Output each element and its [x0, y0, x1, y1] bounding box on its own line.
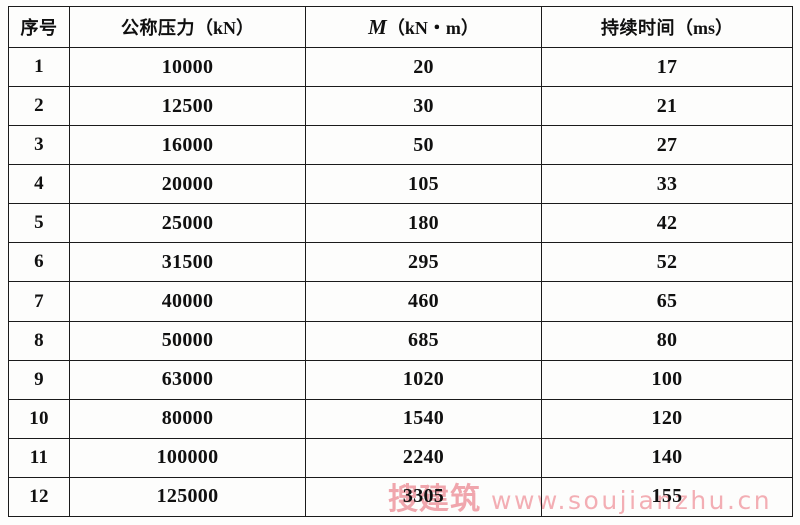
- cell-duration: 65: [541, 281, 793, 322]
- cell-sequence-number: 12: [8, 476, 70, 518]
- cell-nominal-force: 10000: [69, 46, 306, 88]
- cell-moment: 180: [305, 203, 542, 244]
- table-row: 10 80000 1540 120: [8, 398, 793, 439]
- cell-moment: 685: [305, 320, 542, 361]
- cell-moment: 20: [305, 46, 542, 88]
- header-row: 序号 公称压力（kN） M（kN・m） 持续时间（ms）: [8, 6, 793, 48]
- table-row: 3 16000 50 27: [8, 125, 793, 166]
- cell-duration: 155: [541, 476, 793, 518]
- cell-duration: 33: [541, 164, 793, 205]
- cell-nominal-force: 31500: [69, 242, 306, 283]
- column-header-moment-unit: （kN・m）: [386, 18, 479, 38]
- cell-nominal-force: 40000: [69, 281, 306, 322]
- cell-duration: 17: [541, 46, 793, 88]
- cell-sequence-number: 11: [8, 437, 70, 478]
- cell-sequence-number: 6: [8, 242, 70, 283]
- cell-moment: 1020: [305, 359, 542, 400]
- specification-table: 序号 公称压力（kN） M（kN・m） 持续时间（ms） 1 10000 20 17 2…: [8, 6, 793, 518]
- cell-duration: 21: [541, 86, 793, 127]
- table-row: 1 10000 20 17: [8, 46, 793, 88]
- cell-duration: 100: [541, 359, 793, 400]
- column-header-no-label: 序号: [20, 18, 58, 39]
- column-header-no: 序号: [8, 6, 70, 48]
- cell-moment: 460: [305, 281, 542, 322]
- column-header-force: 公称压力（kN）: [69, 6, 306, 48]
- table-row: 9 63000 1020 100: [8, 359, 793, 400]
- cell-duration: 52: [541, 242, 793, 283]
- cell-nominal-force: 12500: [69, 86, 306, 127]
- cell-duration: 80: [541, 320, 793, 361]
- table-row: 2 12500 30 21: [8, 86, 793, 127]
- column-header-duration: 持续时间（ms）: [541, 6, 793, 48]
- cell-moment: 1540: [305, 398, 542, 439]
- cell-nominal-force: 25000: [69, 203, 306, 244]
- cell-nominal-force: 80000: [69, 398, 306, 439]
- column-header-duration-label: 持续时间: [601, 18, 675, 39]
- cell-duration: 42: [541, 203, 793, 244]
- cell-sequence-number: 1: [8, 46, 70, 88]
- column-header-duration-unit: （ms）: [675, 18, 733, 38]
- column-header-moment: M（kN・m）: [305, 6, 542, 48]
- cell-moment: 105: [305, 164, 542, 205]
- cell-nominal-force: 63000: [69, 359, 306, 400]
- cell-sequence-number: 10: [8, 398, 70, 439]
- cell-sequence-number: 4: [8, 164, 70, 205]
- cell-moment: 50: [305, 125, 542, 166]
- cell-sequence-number: 9: [8, 359, 70, 400]
- cell-moment: 3305: [305, 476, 542, 518]
- column-header-force-label: 公称压力: [120, 18, 195, 39]
- table-row: 12 125000 3305 155: [8, 476, 793, 518]
- cell-sequence-number: 3: [8, 125, 70, 166]
- cell-moment: 2240: [305, 437, 542, 478]
- table-body: 1 10000 20 17 2 12500 30 21 3 16000 50 27 4 20000 105 3…: [8, 46, 793, 518]
- cell-sequence-number: 8: [8, 320, 70, 361]
- table-row: 11 100000 2240 140: [8, 437, 793, 478]
- cell-nominal-force: 50000: [69, 320, 306, 361]
- cell-duration: 120: [541, 398, 793, 439]
- cell-moment: 30: [305, 86, 542, 127]
- cell-duration: 140: [541, 437, 793, 478]
- cell-sequence-number: 2: [8, 86, 70, 127]
- table-row: 6 31500 295 52: [8, 242, 793, 283]
- table-row: 7 40000 460 65: [8, 281, 793, 322]
- table-container: 序号 公称压力（kN） M（kN・m） 持续时间（ms） 1 10000 20 17 2…: [8, 6, 793, 518]
- table-header: 序号 公称压力（kN） M（kN・m） 持续时间（ms）: [8, 6, 793, 48]
- cell-sequence-number: 7: [8, 281, 70, 322]
- cell-sequence-number: 5: [8, 203, 70, 244]
- cell-nominal-force: 20000: [69, 164, 306, 205]
- table-row: 5 25000 180 42: [8, 203, 793, 244]
- table-row: 8 50000 685 80: [8, 320, 793, 361]
- cell-nominal-force: 125000: [69, 476, 306, 518]
- cell-nominal-force: 16000: [69, 125, 306, 166]
- column-header-force-unit: （kN）: [194, 18, 254, 38]
- table-row: 4 20000 105 33: [8, 164, 793, 205]
- cell-duration: 27: [541, 125, 793, 166]
- cell-moment: 295: [305, 242, 542, 283]
- cell-nominal-force: 100000: [69, 437, 306, 478]
- column-header-moment-symbol: M: [368, 15, 387, 39]
